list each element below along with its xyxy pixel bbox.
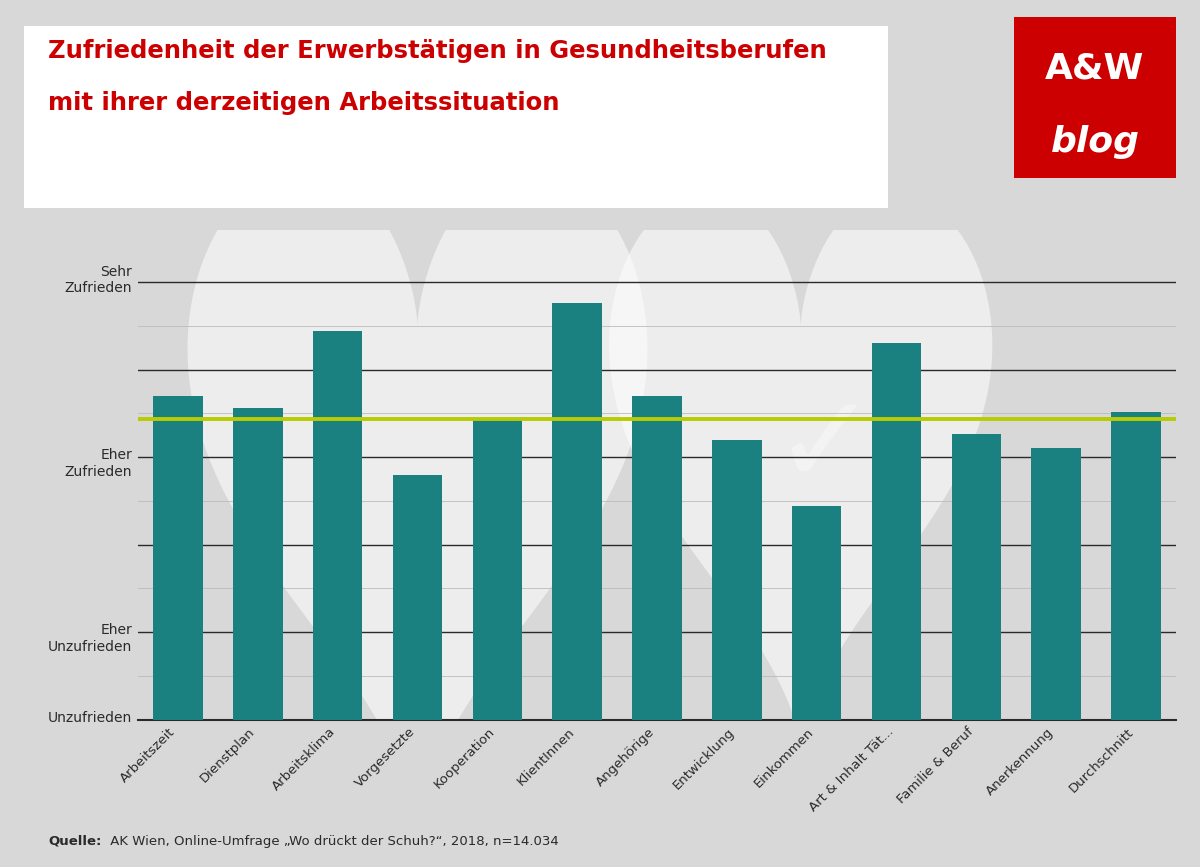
Text: mit ihrer derzeitigen Arbeitssituation: mit ihrer derzeitigen Arbeitssituation	[48, 91, 559, 115]
Text: Eher
Unzufrieden: Eher Unzufrieden	[48, 623, 132, 654]
Bar	[473, 419, 522, 720]
Bar	[712, 440, 762, 720]
Bar	[871, 343, 922, 720]
Bar	[154, 396, 203, 720]
Bar	[233, 408, 282, 720]
Bar	[313, 331, 362, 720]
Text: Zufriedenheit der Erwerbstätigen in Gesundheitsberufen: Zufriedenheit der Erwerbstätigen in Gesu…	[48, 39, 827, 63]
Text: A&W: A&W	[1045, 52, 1145, 86]
Bar	[1111, 412, 1160, 720]
Polygon shape	[187, 168, 648, 826]
Text: blog: blog	[1050, 126, 1140, 160]
Bar	[552, 303, 602, 720]
Text: Unzufrieden: Unzufrieden	[48, 711, 132, 725]
Text: AK Wien, Online-Umfrage „Wo drückt der Schuh?“, 2018, n=14.034: AK Wien, Online-Umfrage „Wo drückt der S…	[106, 835, 558, 848]
Text: Quelle:: Quelle:	[48, 835, 101, 848]
Text: Sehr
Zufrieden: Sehr Zufrieden	[65, 264, 132, 295]
Text: Eher
Zufrieden: Eher Zufrieden	[65, 448, 132, 479]
Bar	[792, 506, 841, 720]
Bar	[392, 475, 443, 720]
Polygon shape	[610, 192, 992, 749]
Bar	[632, 396, 682, 720]
Bar	[1032, 448, 1081, 720]
Bar	[952, 434, 1001, 720]
Text: ✓: ✓	[773, 388, 877, 509]
